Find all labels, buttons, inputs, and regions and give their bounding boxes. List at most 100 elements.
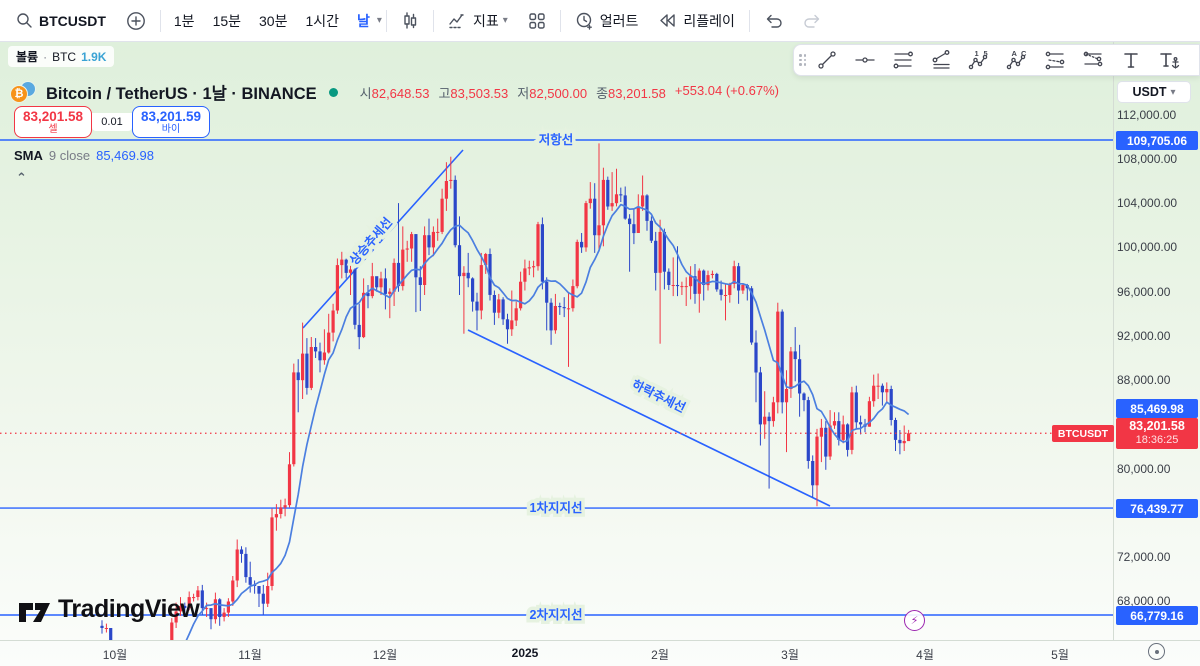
support1-price-label: 76,439.77 xyxy=(1116,499,1198,518)
sma-name: SMA xyxy=(14,148,43,163)
alert-button[interactable]: 얼러트 xyxy=(565,6,649,36)
anchored-text-icon[interactable] xyxy=(1150,45,1188,75)
sma-line xyxy=(185,203,910,640)
market-open-dot-icon xyxy=(328,87,338,97)
toolbar-separator xyxy=(159,9,161,32)
top-toolbar: BTCUSDT 1분 15분 30분 1시간 날 ▾ 지표 ▾ xyxy=(0,0,1200,42)
volume-value: 1.9K xyxy=(81,49,107,64)
collapse-pane-chevron-icon[interactable]: ⌃ xyxy=(16,170,27,185)
time-tick-label: 12월 xyxy=(372,648,398,662)
sell-label: 셀 xyxy=(48,124,58,135)
toolbar-separator xyxy=(432,9,434,32)
close-value: 83,201.58 xyxy=(608,85,666,101)
support2-price-label: 66,779.16 xyxy=(1116,606,1198,625)
close-label: 종 xyxy=(596,85,609,101)
bitcoin-tether-pair-logo: ₿ xyxy=(10,81,38,103)
time-tick-label: 2025 xyxy=(511,646,539,660)
alert-label: 얼러트 xyxy=(599,12,639,29)
chart-background xyxy=(0,42,1200,666)
symbol-title[interactable]: Bitcoin / TetherUS · 1날 · BINANCE xyxy=(46,85,317,103)
time-tick-label: 11월 xyxy=(238,648,262,662)
last-price-label: 83,201.58 18:36:25 xyxy=(1116,418,1198,449)
time-tick-label: 4월 xyxy=(916,648,934,662)
chart-style-button[interactable] xyxy=(391,6,429,36)
interval-1d-active[interactable]: 날 xyxy=(357,12,370,29)
currency-label: USDT xyxy=(1132,85,1167,99)
drawbar-drag-handle-icon[interactable] xyxy=(794,54,808,66)
open-label: 시 xyxy=(359,85,372,101)
interval-15m[interactable]: 15분 xyxy=(212,12,242,29)
tradingview-wordmark: TradingView xyxy=(58,595,200,623)
buy-button[interactable]: 83,201.59 바이 xyxy=(132,106,210,138)
bar-countdown: 18:36:25 xyxy=(1135,434,1179,446)
resistance-line-label: 저항선 xyxy=(539,132,574,147)
last-price-symbol-tag: BTCUSDT xyxy=(1052,425,1114,442)
projection-icon[interactable] xyxy=(1036,45,1074,75)
buy-price: 83,201.59 xyxy=(140,109,202,124)
time-tick-label: 3월 xyxy=(781,648,799,662)
buy-label: 바이 xyxy=(161,124,181,135)
compare-add-button[interactable] xyxy=(116,6,156,36)
indicators-icon xyxy=(449,14,464,29)
price-tick-label: 104,000.00 xyxy=(1117,196,1178,210)
interval-30m[interactable]: 30분 xyxy=(259,12,288,29)
indicators-button[interactable]: 지표 ▾ xyxy=(438,6,518,36)
resistance-price-label: 109,705.06 xyxy=(1116,131,1198,150)
svg-text:5: 5 xyxy=(984,49,988,58)
parallel-channel-icon[interactable] xyxy=(922,45,960,75)
interval-1h[interactable]: 1시간 xyxy=(305,12,340,29)
search-icon xyxy=(17,13,32,28)
indicators-label: 지표 xyxy=(472,12,499,29)
interval-1m[interactable]: 1분 xyxy=(173,12,195,29)
volume-separator: · xyxy=(43,49,48,64)
layout-grid-button[interactable] xyxy=(518,6,556,36)
redo-button[interactable] xyxy=(793,6,832,36)
trade-buttons-row: 83,201.58 셀 0.01 83,201.59 바이 xyxy=(14,106,210,138)
forecast-icon[interactable] xyxy=(1074,45,1112,75)
open-value: 82,648.53 xyxy=(371,85,430,101)
fib-retracement-icon[interactable] xyxy=(884,45,922,75)
indicators-chevron-icon: ▾ xyxy=(502,15,508,26)
sell-price: 83,201.58 xyxy=(22,109,84,124)
sma-legend[interactable]: SMA 9 close 85,469.98 xyxy=(14,148,154,163)
svg-text:A: A xyxy=(1012,49,1018,58)
currency-selector[interactable]: USDT ▾ xyxy=(1117,81,1191,103)
low-value: 82,500.00 xyxy=(529,85,588,101)
sell-button[interactable]: 83,201.58 셀 xyxy=(14,106,92,138)
sma-params: 9 close xyxy=(48,148,91,163)
replay-button[interactable]: 리플레이 xyxy=(648,6,745,36)
currency-chevron-icon: ▾ xyxy=(1170,86,1176,98)
tradingview-logo[interactable]: TradingView xyxy=(18,595,200,624)
interval-dropdown-chevron-icon[interactable]: ▾ xyxy=(376,15,382,26)
volume-title: 볼륨 xyxy=(16,50,39,64)
alert-clock-icon xyxy=(576,12,592,30)
toolbar-separator xyxy=(385,9,387,32)
uptrend-line-label: 상승추세선 xyxy=(346,214,395,267)
low-label: 저 xyxy=(517,85,530,101)
trend-line-icon[interactable] xyxy=(808,45,846,75)
symbol-search-label: BTCUSDT xyxy=(39,12,106,29)
realtime-lightning-icon[interactable]: ⚡ xyxy=(904,610,925,631)
bitcoin-logo-icon: ₿ xyxy=(10,85,28,103)
replay-label: 리플레이 xyxy=(683,12,735,29)
svg-text:C: C xyxy=(1021,49,1027,58)
timezone-clock-icon[interactable] xyxy=(1148,643,1165,660)
sma-price-label: 85,469.98 xyxy=(1116,399,1198,418)
text-icon[interactable] xyxy=(1112,45,1150,75)
price-axis-divider xyxy=(1113,42,1114,640)
support1-line-label: 1차지지선 xyxy=(530,500,583,515)
time-axis-divider xyxy=(0,640,1200,641)
support2-line-label: 2차지지선 xyxy=(530,607,583,622)
symbol-search-button[interactable]: BTCUSDT xyxy=(6,6,116,36)
undo-button[interactable] xyxy=(754,6,793,36)
tradingview-mark-icon xyxy=(19,602,50,622)
horizontal-line-icon[interactable] xyxy=(846,45,884,75)
volume-legend[interactable]: 볼륨 · BTC 1.9K xyxy=(8,46,115,67)
candlestick-icon xyxy=(404,11,417,29)
undo-arrow-icon xyxy=(766,14,782,28)
